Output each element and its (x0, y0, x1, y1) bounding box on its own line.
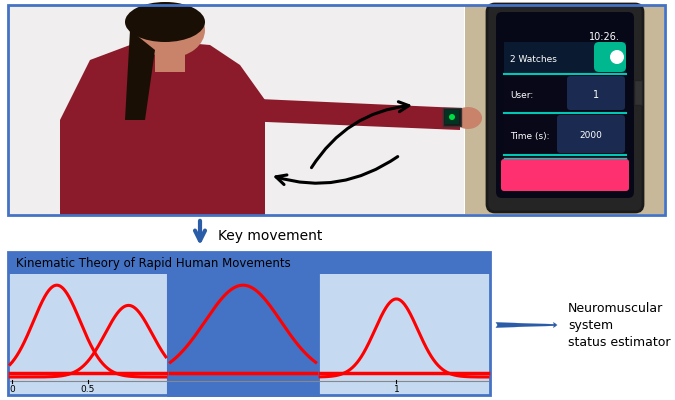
Bar (9, 6, 464, 214)
FancyArrowPatch shape (311, 102, 409, 168)
Text: 0.5: 0.5 (81, 385, 95, 394)
Text: 0: 0 (9, 385, 15, 394)
Text: status estimator: status estimator (568, 336, 670, 348)
Polygon shape (60, 42, 265, 215)
Bar (504, 42, 626, 74)
Text: system: system (568, 318, 613, 332)
Bar (445, 110, 459, 124)
Ellipse shape (125, 2, 205, 42)
Circle shape (449, 114, 455, 120)
FancyBboxPatch shape (487, 4, 643, 212)
Bar (443, 108, 461, 126)
Text: Key movement: Key movement (218, 229, 323, 243)
Ellipse shape (454, 107, 482, 129)
Ellipse shape (135, 2, 205, 58)
Circle shape (610, 50, 624, 64)
FancyBboxPatch shape (501, 159, 629, 191)
FancyBboxPatch shape (557, 115, 625, 153)
Bar (525, 190, 605, 208)
Text: 1: 1 (593, 90, 599, 100)
Polygon shape (125, 30, 155, 120)
Bar (504, 76, 626, 112)
Bar (465, 6, 664, 214)
Bar (8, 252, 490, 274)
Text: 2 Watches: 2 Watches (510, 54, 557, 64)
Text: 1: 1 (394, 385, 399, 394)
Text: Time (s):: Time (s): (510, 132, 549, 140)
Text: User:: User: (510, 90, 533, 100)
FancyBboxPatch shape (496, 12, 634, 198)
Text: 10:26.: 10:26. (589, 32, 620, 42)
Bar (525, 5, 605, 25)
Polygon shape (170, 95, 460, 130)
FancyArrowPatch shape (276, 156, 398, 184)
FancyBboxPatch shape (8, 252, 490, 395)
Bar (504, 115, 626, 155)
Text: Neuromuscular: Neuromuscular (568, 302, 664, 314)
Bar (634, 80, 642, 105)
Text: Kinematic Theory of Rapid Human Movements: Kinematic Theory of Rapid Human Movement… (16, 256, 291, 270)
Bar (155, 42, 185, 72)
FancyBboxPatch shape (567, 76, 625, 110)
Bar (168, 274, 318, 395)
FancyBboxPatch shape (594, 42, 626, 72)
Text: 2000: 2000 (580, 132, 602, 140)
